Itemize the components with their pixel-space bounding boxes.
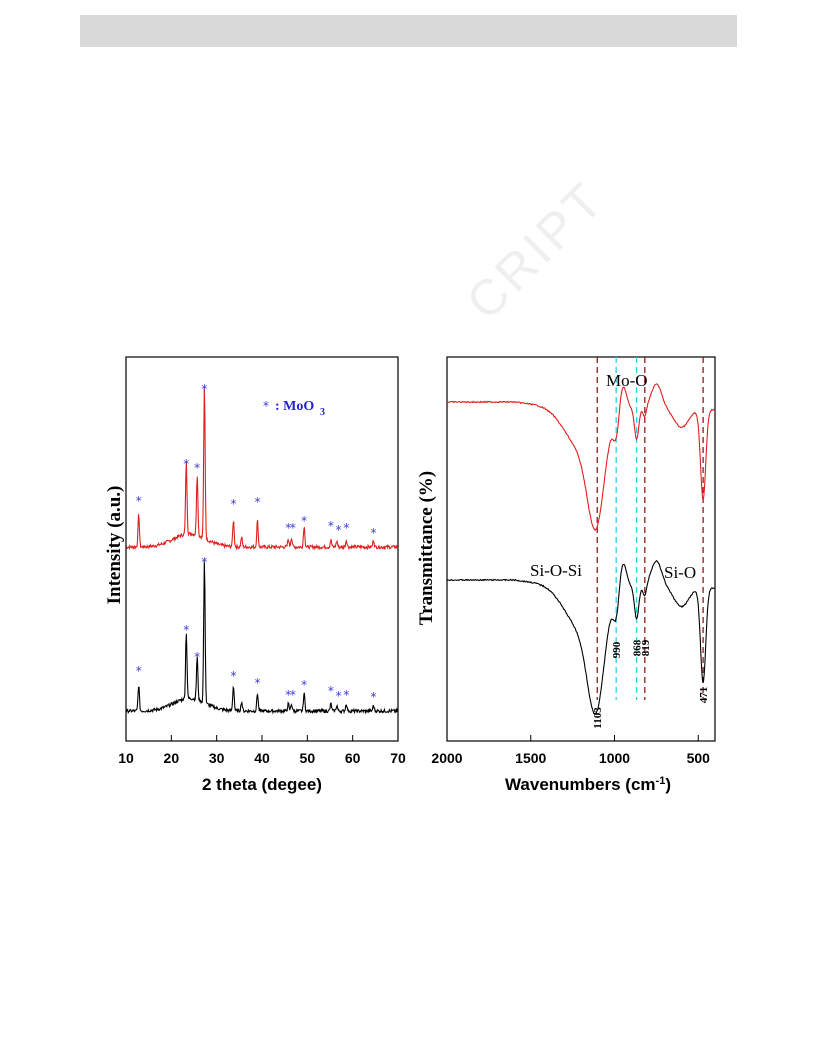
ftir-tick-label: 1000 [599, 750, 630, 766]
xrd-x-axis-title: 2 theta (degee) [202, 775, 322, 794]
xrd-star-black: * [343, 688, 349, 702]
xrd-star-black: * [201, 555, 207, 569]
ftir-tick-label: 1500 [515, 750, 546, 766]
xrd-star-red: * [230, 497, 236, 511]
xrd-tick-label: 30 [209, 750, 225, 766]
xrd-star-red: * [371, 526, 377, 540]
xrd-star-red: * [328, 519, 334, 533]
xrd-star-black: * [136, 664, 142, 678]
xrd-series-red [125, 386, 399, 551]
xrd-tick-label: 70 [390, 750, 406, 766]
xrd-star-black: * [328, 684, 334, 698]
ftir-panel: 2000 1500 1000 500 Wavenumbers (cm-1) Trans… [416, 356, 716, 794]
xrd-star-black: * [290, 688, 296, 702]
ftir-x-axis-title: Wavenumbers (cm-1) [505, 775, 671, 794]
xrd-panel: 10 20 30 40 50 60 70 2 theta (degee) Intensity… [104, 356, 406, 794]
xrd-tick-label: 10 [118, 750, 134, 766]
ftir-peak-label: 990 [611, 641, 623, 658]
xrd-star-red: * [201, 382, 207, 396]
header-bar [80, 15, 737, 47]
ftir-tick-label: 2000 [431, 750, 462, 766]
annotation-si-o: Si-O [664, 563, 696, 582]
xrd-star-black: * [371, 690, 377, 704]
ftir-x-ticks: 2000 1500 1000 500 [431, 735, 710, 766]
xrd-star-red: * [194, 461, 200, 475]
legend-subscript: 3 [320, 407, 325, 418]
ftir-y-axis-title: Transmittance (%) [416, 471, 437, 625]
xrd-star-red: * [136, 494, 142, 508]
xrd-tick-label: 20 [164, 750, 180, 766]
xrd-star-black: * [285, 688, 291, 702]
xrd-star-red: * [183, 457, 189, 471]
xrd-star-black: * [183, 623, 189, 637]
ftir-series-black [446, 559, 716, 715]
ftir-peak-label: 868 [632, 639, 644, 656]
xrd-legend: * : MoO 3 [263, 399, 325, 418]
xrd-star-red: * [290, 521, 296, 535]
xrd-star-red: * [285, 521, 291, 535]
ftir-peak-label: 819 [640, 639, 652, 656]
annotation-si-o-si: Si-O-Si [530, 561, 582, 580]
xrd-x-ticks: 10 20 30 40 50 60 70 [118, 735, 406, 766]
xrd-tick-label: 40 [254, 750, 270, 766]
xrd-tick-label: 50 [300, 750, 316, 766]
xrd-star-black: * [301, 678, 307, 692]
ftir-frame [446, 356, 716, 742]
xrd-star-black: * [230, 669, 236, 683]
ftir-tick-label: 500 [687, 750, 711, 766]
legend-label: : MoO [275, 399, 314, 414]
xrd-star-black: * [254, 676, 260, 690]
ftir-series-red [446, 383, 716, 532]
xrd-star-black: * [194, 650, 200, 664]
xrd-star-black: * [336, 689, 342, 703]
xrd-y-axis-title: Intensity (a.u.) [104, 486, 125, 605]
annotation-mo-o: Mo-O [606, 371, 648, 390]
xrd-star-red: * [336, 523, 342, 537]
xrd-stars: ************************** [136, 382, 377, 704]
legend-star-icon: * [263, 399, 269, 413]
xrd-star-red: * [301, 514, 307, 528]
xrd-star-red: * [343, 521, 349, 535]
xrd-star-red: * [254, 495, 260, 509]
ftir-peak-label: 1103 [592, 707, 604, 729]
ftir-marker-lines [596, 357, 704, 700]
ftir-peak-label: 471 [698, 687, 710, 704]
xrd-series-black [125, 560, 399, 715]
xrd-tick-label: 60 [345, 750, 361, 766]
